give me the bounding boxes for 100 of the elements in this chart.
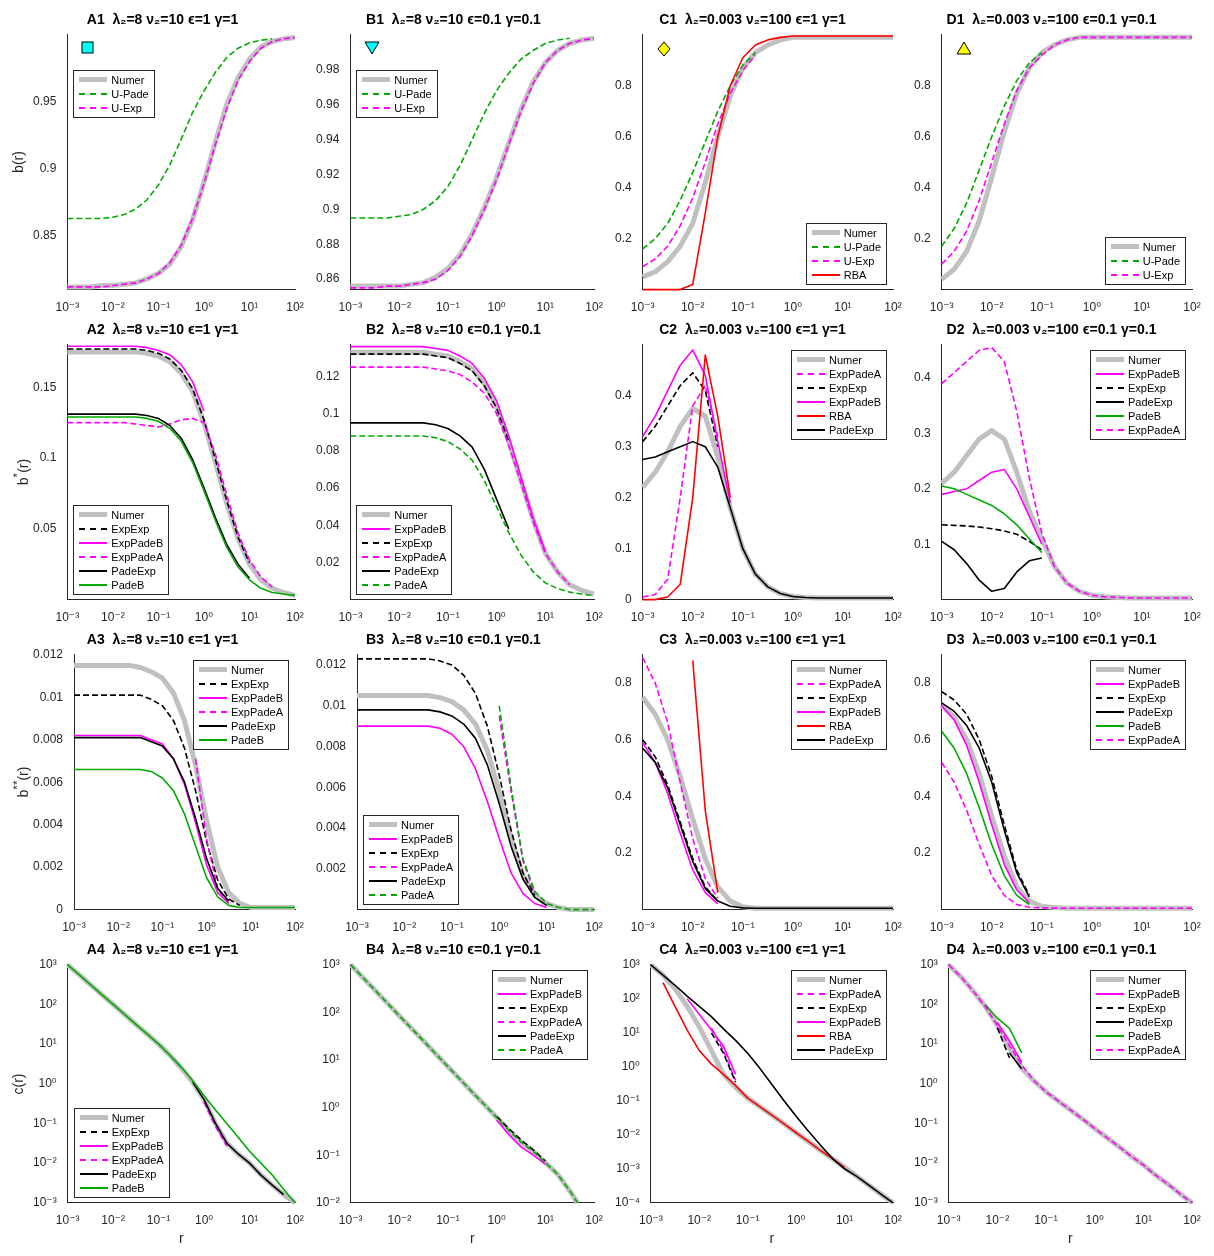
legend-label: ExpPadeB [1128,986,1180,1001]
legend-label: ExpPadeB [1128,676,1180,691]
x-tick-label: 10⁻¹ [435,300,460,315]
legend-label: Numer [829,352,863,367]
chart-title: D3 λ₂=0.003 ν₂=100 ϵ=0.1 γ=0.1 [946,631,1157,648]
x-tick-label: 10⁻¹ [1029,610,1054,625]
y-tick-label: 0.1 [322,405,340,420]
legend-label: ExpPadeB [111,535,164,550]
legend-label: ExpPadeA [394,549,447,564]
x-tick-label: 10⁻² [101,610,125,625]
y-tick-label: 10⁰ [621,1059,641,1074]
legend-label: PadeB [1128,408,1162,423]
chart-title: A3 λ₂=8 ν₂=10 ϵ=1 γ=1 [86,631,239,648]
x-tick-label: 10⁰ [1082,300,1102,315]
y-tick-label: 0.9 [322,201,340,216]
legend-label: PadeExp [829,422,874,437]
y-tick-label: 0.4 [614,788,632,803]
x-tick-label: 10⁻² [985,1213,1010,1228]
legend-label: PadeExp [1128,394,1173,409]
chart-title: C3 λ₂=0.003 ν₂=100 ϵ=1 γ=1 [659,631,846,648]
x-axis-title: r [179,1230,184,1247]
legend-label: ExpExp [829,1000,867,1015]
x-axis-title: r [769,1230,775,1247]
legend-label: Numer [1128,662,1162,677]
y-tick-label: 0.04 [316,517,340,532]
y-tick-label: 0.8 [913,675,931,690]
legend-label: ExpExp [530,1000,568,1015]
y-tick-label: 10⁻³ [913,1195,938,1210]
legend-label: ExpPadeB [530,986,582,1001]
y-tick-label: 0.05 [33,521,57,536]
x-tick-label: 10⁻³ [55,300,80,315]
y-tick-label: 0.1 [614,540,632,555]
legend-label: U-Exp [1142,267,1174,282]
x-tick-label: 10¹ [835,1213,854,1228]
legend-label: ExpExp [1128,1000,1166,1015]
legend-label: Numer [394,72,428,87]
x-tick-label: 10² [286,920,304,935]
legend-label: PadeExp [1128,704,1173,719]
x-tick-label: 10² [585,610,603,625]
x-tick-label: 10⁰ [1085,1213,1104,1228]
x-tick-label: 10¹ [240,1213,259,1228]
y-tick-label: 0.08 [316,443,340,458]
legend-label: Numer [111,72,145,87]
y-tick-label: 0.2 [614,230,632,245]
x-tick-label: 10⁻³ [62,920,86,935]
y-tick-label: 0.008 [33,732,64,747]
y-tick-label: 0.95 [33,94,57,109]
y-tick-label: 10⁰ [321,1099,340,1114]
y-tick-label: 0.8 [614,675,632,690]
x-tick-label: 10⁰ [1082,610,1102,625]
legend-label: ExpExp [829,380,867,395]
x-tick-label: 10⁻¹ [735,1213,760,1228]
x-tick-label: 10¹ [834,300,852,315]
legend-label: PadeExp [231,718,276,733]
y-tick-label: 0.02 [316,554,340,569]
x-tick-label: 10⁻³ [338,300,363,315]
legend-label: ExpPadeA [231,704,283,719]
chart-title: D2 λ₂=0.003 ν₂=100 ϵ=0.1 γ=0.1 [946,321,1157,338]
legend-label: Numer [111,1110,145,1125]
y-tick-label: 0.06 [316,480,340,495]
legend-label: ExpPadeB [394,521,447,536]
x-tick-label: 10⁻² [687,1213,712,1228]
y-tick-label: 0.9 [39,161,57,176]
legend-label: PadeB [231,732,265,747]
y-tick-label: 10² [920,996,938,1011]
x-tick-label: 10⁻³ [55,610,80,625]
y-tick-label: 0.6 [614,129,632,144]
y-tick-label: 10² [622,991,640,1006]
y-tick-label: 0.002 [33,859,64,874]
legend-label: PadeExp [394,563,439,578]
y-tick-label: 10¹ [322,1052,340,1067]
y-tick-label: 0.6 [614,732,632,747]
x-tick-label: 10⁻¹ [1034,1213,1058,1228]
legend-label: PadeExp [1128,1014,1173,1029]
chart-title: B3 λ₂=8 ν₂=10 ϵ=0.1 γ=0.1 [366,631,542,648]
legend-label: ExpExp [394,535,433,550]
x-tick-label: 10⁻² [387,300,411,315]
y-tick-label: 0.88 [316,236,340,251]
legend-label: Numer [843,225,877,240]
y-tick-label: 0.01 [39,689,64,704]
y-tick-label: 0.4 [913,179,931,194]
x-tick-label: 10⁰ [1082,920,1102,935]
chart-title: A4 λ₂=8 ν₂=10 ϵ=1 γ=1 [86,941,239,958]
y-tick-label: 10⁻² [616,1127,640,1142]
legend-label: RBA [829,718,852,733]
x-tick-label: 10⁻¹ [150,920,175,935]
chart-title: B4 λ₂=8 ν₂=10 ϵ=0.1 γ=0.1 [366,941,542,958]
y-tick-label: 0 [56,901,64,916]
legend-label: PadeExp [401,873,446,888]
y-tick-label: 0.98 [316,62,340,77]
legend-label: U-Exp [394,100,425,115]
legend-label: ExpPadeA [1128,732,1180,747]
y-tick-label: 0.1 [39,450,57,465]
y-tick-label: 0.006 [33,774,64,789]
legend-label: PadeA [530,1042,564,1057]
legend-label: ExpPadeB [401,831,453,846]
legend-label: RBA [843,267,867,282]
legend-label: ExpPadeA [530,1014,582,1029]
legend-label: ExpExp [1128,690,1166,705]
x-tick-label: 10⁰ [487,1213,506,1228]
